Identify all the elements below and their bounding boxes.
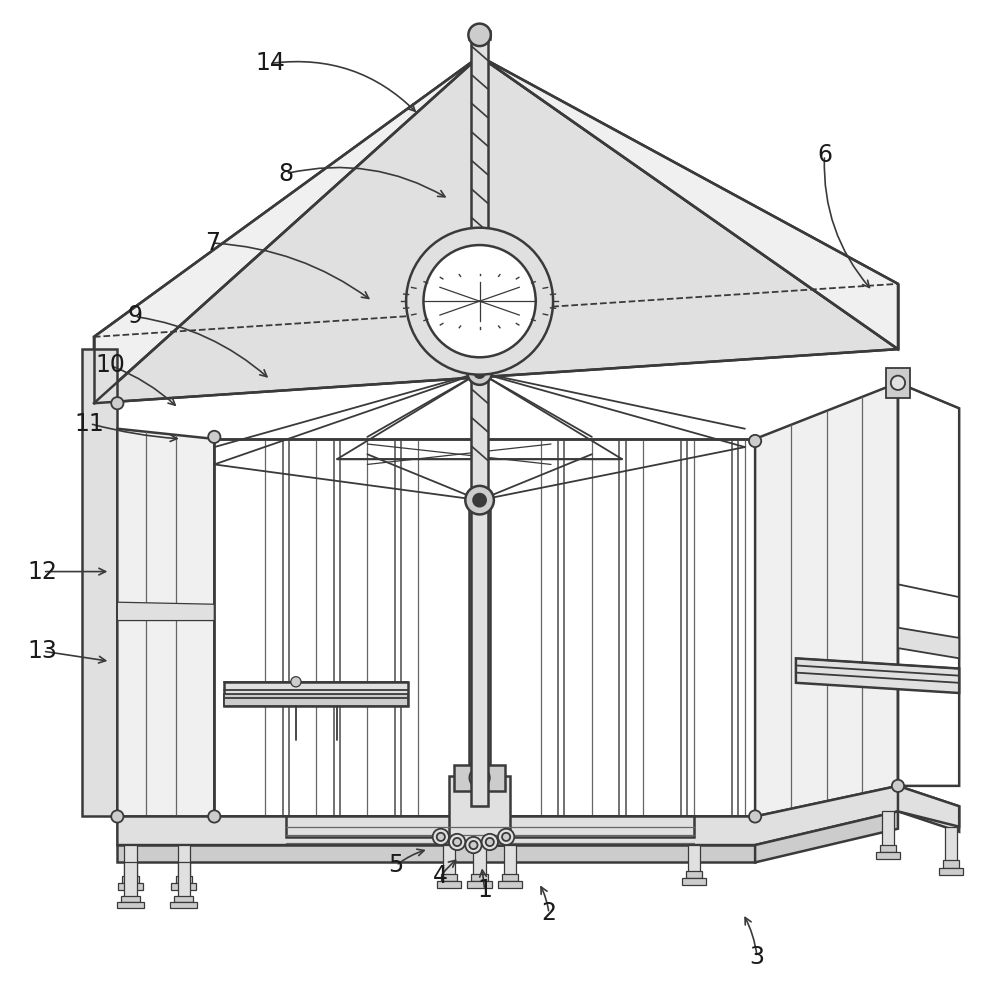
Polygon shape xyxy=(454,765,505,791)
Polygon shape xyxy=(94,56,898,403)
Polygon shape xyxy=(178,863,190,898)
Polygon shape xyxy=(224,682,408,706)
Polygon shape xyxy=(471,874,488,881)
Circle shape xyxy=(465,486,494,514)
Polygon shape xyxy=(469,31,490,39)
Circle shape xyxy=(453,838,461,846)
Text: 7: 7 xyxy=(205,231,220,255)
Polygon shape xyxy=(176,876,192,883)
Polygon shape xyxy=(124,863,137,898)
Text: 11: 11 xyxy=(75,412,105,435)
Polygon shape xyxy=(939,868,963,875)
Polygon shape xyxy=(443,845,455,878)
Circle shape xyxy=(111,397,123,410)
Polygon shape xyxy=(170,902,197,908)
Circle shape xyxy=(449,834,465,850)
Polygon shape xyxy=(117,428,214,817)
Polygon shape xyxy=(441,874,457,881)
Polygon shape xyxy=(898,627,959,658)
Polygon shape xyxy=(796,658,959,693)
Circle shape xyxy=(111,811,123,822)
Polygon shape xyxy=(943,860,959,868)
Text: 14: 14 xyxy=(255,51,285,76)
Polygon shape xyxy=(886,367,910,398)
Text: 13: 13 xyxy=(28,639,58,663)
Circle shape xyxy=(482,834,498,850)
Polygon shape xyxy=(174,896,193,902)
Circle shape xyxy=(749,434,761,447)
Circle shape xyxy=(469,767,490,788)
Circle shape xyxy=(502,832,510,841)
Circle shape xyxy=(486,838,494,846)
Text: 5: 5 xyxy=(388,853,404,878)
Polygon shape xyxy=(480,56,898,349)
Polygon shape xyxy=(224,694,408,706)
Circle shape xyxy=(892,780,904,792)
Circle shape xyxy=(423,245,536,358)
Polygon shape xyxy=(755,812,898,863)
Polygon shape xyxy=(755,383,898,817)
Polygon shape xyxy=(117,786,959,845)
Polygon shape xyxy=(945,826,957,865)
Text: 9: 9 xyxy=(127,304,142,328)
Polygon shape xyxy=(467,881,492,887)
Circle shape xyxy=(208,811,220,822)
Circle shape xyxy=(473,494,486,506)
Polygon shape xyxy=(469,500,490,765)
Circle shape xyxy=(474,367,485,377)
Polygon shape xyxy=(688,845,700,875)
Polygon shape xyxy=(178,845,190,880)
Circle shape xyxy=(437,832,445,841)
Polygon shape xyxy=(502,874,518,881)
Text: 12: 12 xyxy=(28,559,58,583)
Text: 3: 3 xyxy=(750,946,765,969)
Circle shape xyxy=(498,828,514,845)
Circle shape xyxy=(468,24,491,46)
Polygon shape xyxy=(682,878,706,885)
Circle shape xyxy=(465,837,482,853)
Polygon shape xyxy=(214,439,755,817)
Polygon shape xyxy=(286,817,694,837)
Polygon shape xyxy=(94,56,898,337)
Polygon shape xyxy=(117,602,214,621)
Polygon shape xyxy=(117,902,144,908)
Polygon shape xyxy=(124,845,137,880)
Polygon shape xyxy=(471,31,488,807)
Polygon shape xyxy=(94,56,480,403)
Circle shape xyxy=(749,811,761,822)
Text: 6: 6 xyxy=(817,143,832,167)
Polygon shape xyxy=(686,871,702,878)
Text: 10: 10 xyxy=(95,354,125,377)
Circle shape xyxy=(291,677,301,687)
Polygon shape xyxy=(171,883,196,890)
Polygon shape xyxy=(121,896,140,902)
Polygon shape xyxy=(437,881,461,887)
Circle shape xyxy=(467,361,492,385)
Circle shape xyxy=(892,376,904,389)
Circle shape xyxy=(433,828,449,845)
Polygon shape xyxy=(473,845,486,878)
Polygon shape xyxy=(504,845,516,878)
Polygon shape xyxy=(898,786,959,826)
Polygon shape xyxy=(449,775,510,845)
Circle shape xyxy=(406,228,553,374)
Polygon shape xyxy=(880,845,896,852)
Text: 1: 1 xyxy=(477,878,492,902)
Text: 8: 8 xyxy=(278,162,293,185)
Polygon shape xyxy=(122,876,139,883)
Polygon shape xyxy=(882,812,894,849)
Polygon shape xyxy=(498,881,522,887)
Polygon shape xyxy=(82,349,117,817)
Circle shape xyxy=(469,841,478,849)
Polygon shape xyxy=(117,845,755,863)
Polygon shape xyxy=(118,883,143,890)
Polygon shape xyxy=(876,852,900,859)
Text: 4: 4 xyxy=(433,864,448,887)
Circle shape xyxy=(208,430,220,443)
Text: 2: 2 xyxy=(541,901,556,926)
Circle shape xyxy=(891,375,905,390)
